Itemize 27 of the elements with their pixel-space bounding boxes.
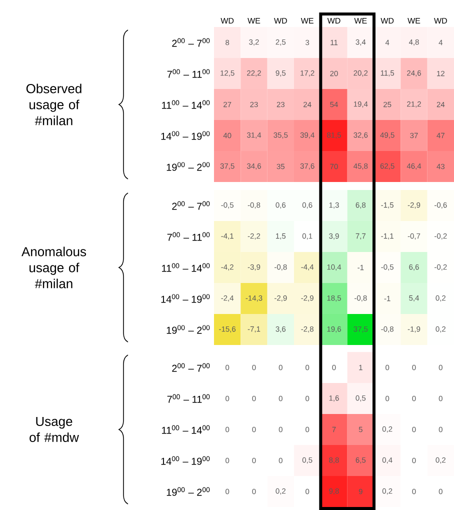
x-tick-label: WE [354, 18, 367, 24]
y-tick-label: 7$^{00}$ – 11$^{00}$ [167, 394, 210, 403]
x-tick-label: WE [248, 18, 260, 24]
y-tick-label: 2$^{00}$ – 7$^{00}$ [172, 38, 210, 47]
y-tick-label: 19$^{00}$ – 2$^{00}$ [166, 162, 210, 171]
y-tick-label: 2$^{00}$ – 7$^{00}$ [172, 201, 210, 210]
y-tick-label: 11$^{00}$ – 14$^{00}$ [162, 100, 210, 109]
y-tick-label: 11$^{00}$ – 14$^{00}$ [162, 425, 210, 434]
x-tick-label: WE [300, 18, 314, 24]
x-tick-label: WD [434, 18, 447, 24]
x-tick-label: WE [408, 18, 420, 24]
y-tick-label: 2$^{00}$ – 7$^{00}$ [172, 363, 210, 372]
y-tick-label: 19$^{00}$ – 2$^{00}$ [166, 325, 210, 334]
x-tick-label: WD [220, 18, 234, 24]
y-tick-label: 14$^{00}$ – 19$^{00}$ [161, 131, 210, 140]
y-axis-title: Anomalous usage of #milan [22, 246, 86, 288]
y-tick-label: 19$^{00}$ – 2$^{00}$ [166, 487, 210, 496]
y-axis-title: Observed usage of #milan [26, 84, 82, 126]
y-tick-label: 14$^{00}$ – 19$^{00}$ [161, 456, 210, 465]
y-tick-label: 7$^{00}$ – 11$^{00}$ [167, 69, 210, 78]
y-tick-label: 7$^{00}$ – 11$^{00}$ [167, 232, 210, 241]
y-axis-title: Usage of #mdw [30, 416, 79, 442]
x-tick-label: WD [274, 18, 287, 24]
y-tick-label: 11$^{00}$ – 14$^{00}$ [162, 263, 210, 272]
x-tick-label: WD [327, 18, 340, 24]
y-tick-label: 14$^{00}$ – 19$^{00}$ [161, 294, 210, 303]
x-tick-label: WD [380, 18, 394, 24]
